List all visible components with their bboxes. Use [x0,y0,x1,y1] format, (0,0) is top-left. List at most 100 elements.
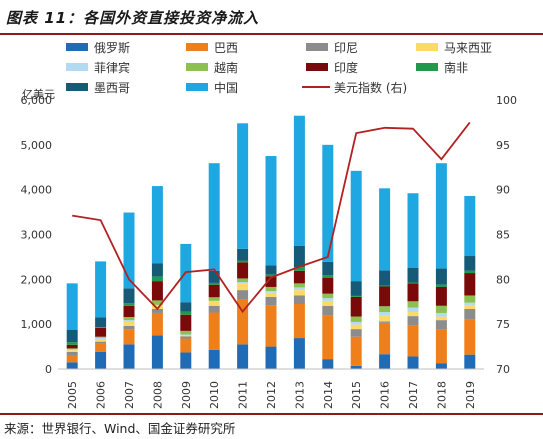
bar-segment [350,336,362,366]
bar-segment [407,283,419,302]
dollar-index-line [72,121,471,314]
bar-segment [66,355,78,363]
bar-segment [265,305,277,347]
y-right-tick-label: 75 [496,318,510,331]
bar-segment [265,286,277,291]
bar-segment [208,312,220,350]
bar-segment [151,305,163,309]
bar-segment [237,123,249,249]
legend-label: 中国 [214,80,238,95]
footer-divider [0,413,543,415]
bar-segment [237,262,249,279]
y-left-tick-label: 0 [45,363,52,376]
bar-segment [322,359,334,369]
bar-segment [180,338,192,353]
bar-segment [464,319,476,355]
legend-swatch [66,63,88,71]
bar-segment [379,321,391,323]
bar-segment [237,260,249,263]
bar-segment [293,287,305,291]
bar-segment [407,316,419,326]
x-tick-label: 2015 [350,381,363,409]
bar-segment [435,284,447,287]
bar-segment [180,311,192,315]
bar-segment [293,283,305,288]
bar-segment [464,270,476,274]
bar-segment [322,261,334,276]
bar-segment [208,284,220,298]
x-tick-label: 2011 [237,381,250,409]
bar-segment [123,305,135,317]
bar-segment [293,290,305,296]
y-right-tick-label: 85 [496,229,510,242]
bar-segment [293,303,305,339]
bar-segment [66,329,78,343]
x-tick-label: 2018 [435,381,448,409]
legend-label: 印度 [334,60,358,75]
bar-segment [265,265,277,275]
bar-segment [293,270,305,284]
bar-segment [151,281,163,301]
legend-swatch [186,63,208,71]
legend-swatch [186,43,208,51]
bar-segment [237,290,249,300]
bar-segment [350,281,362,296]
bars [66,115,476,369]
y-axis-unit-label: 亿美元 [22,88,55,101]
y-left-tick-label: 5,000 [21,139,53,152]
bar-segment [379,306,391,313]
bar-segment [95,336,107,338]
bar-segment [322,144,334,262]
bar-segment [66,362,78,369]
bar-segment [95,351,107,369]
bar-segment [123,344,135,369]
y-right-tick-label: 95 [496,139,510,152]
legend-label: 墨西哥 [94,81,130,95]
bar-segment [265,156,277,266]
bar-segment [66,342,78,345]
bar-segment [151,300,163,305]
bar-segment [350,170,362,282]
bar-segment [208,349,220,369]
legend-label: 菲律宾 [94,60,130,75]
y-right-tick-label: 70 [496,363,510,376]
x-tick-label: 2009 [180,381,193,409]
bar-segment [464,295,476,303]
bar-segment [95,338,107,342]
x-tick-label: 2006 [95,381,108,409]
legend-swatch [306,63,328,71]
bar-segment [66,349,78,351]
legend-swatch [416,43,438,51]
bar-segment [379,188,391,271]
bar-segment [208,305,220,313]
bar-segment [350,365,362,369]
bar-segment [379,315,391,322]
bar-segment [208,300,220,302]
title-divider [0,33,543,35]
legend-swatch [416,63,438,71]
bar-segment [123,325,135,330]
dollar-index-polyline [72,121,471,314]
bar-segment [237,344,249,369]
y-right-tick-label: 100 [496,94,517,107]
bar-segment [322,315,334,360]
bar-segment [435,363,447,369]
x-tick-label: 2010 [208,381,221,409]
bar-segment [265,290,277,293]
bar-segment [322,305,334,316]
bar-segment [464,256,476,271]
bar-segment [95,327,107,337]
legend-label: 巴西 [214,41,238,55]
bar-segment [237,283,249,291]
y-left-tick-label: 3,000 [21,229,53,242]
bar-segment [407,325,419,357]
legend-label: 美元指数 (右) [334,80,407,95]
y-right-tick-label: 90 [496,184,510,197]
chart-title: 图表 11：各国外资直接投资净流入 [6,9,260,27]
legend-swatch [186,83,208,91]
legend-label: 俄罗斯 [94,41,130,55]
bar-segment [379,354,391,369]
bar-segment [123,303,135,306]
bar-segment [123,321,135,326]
